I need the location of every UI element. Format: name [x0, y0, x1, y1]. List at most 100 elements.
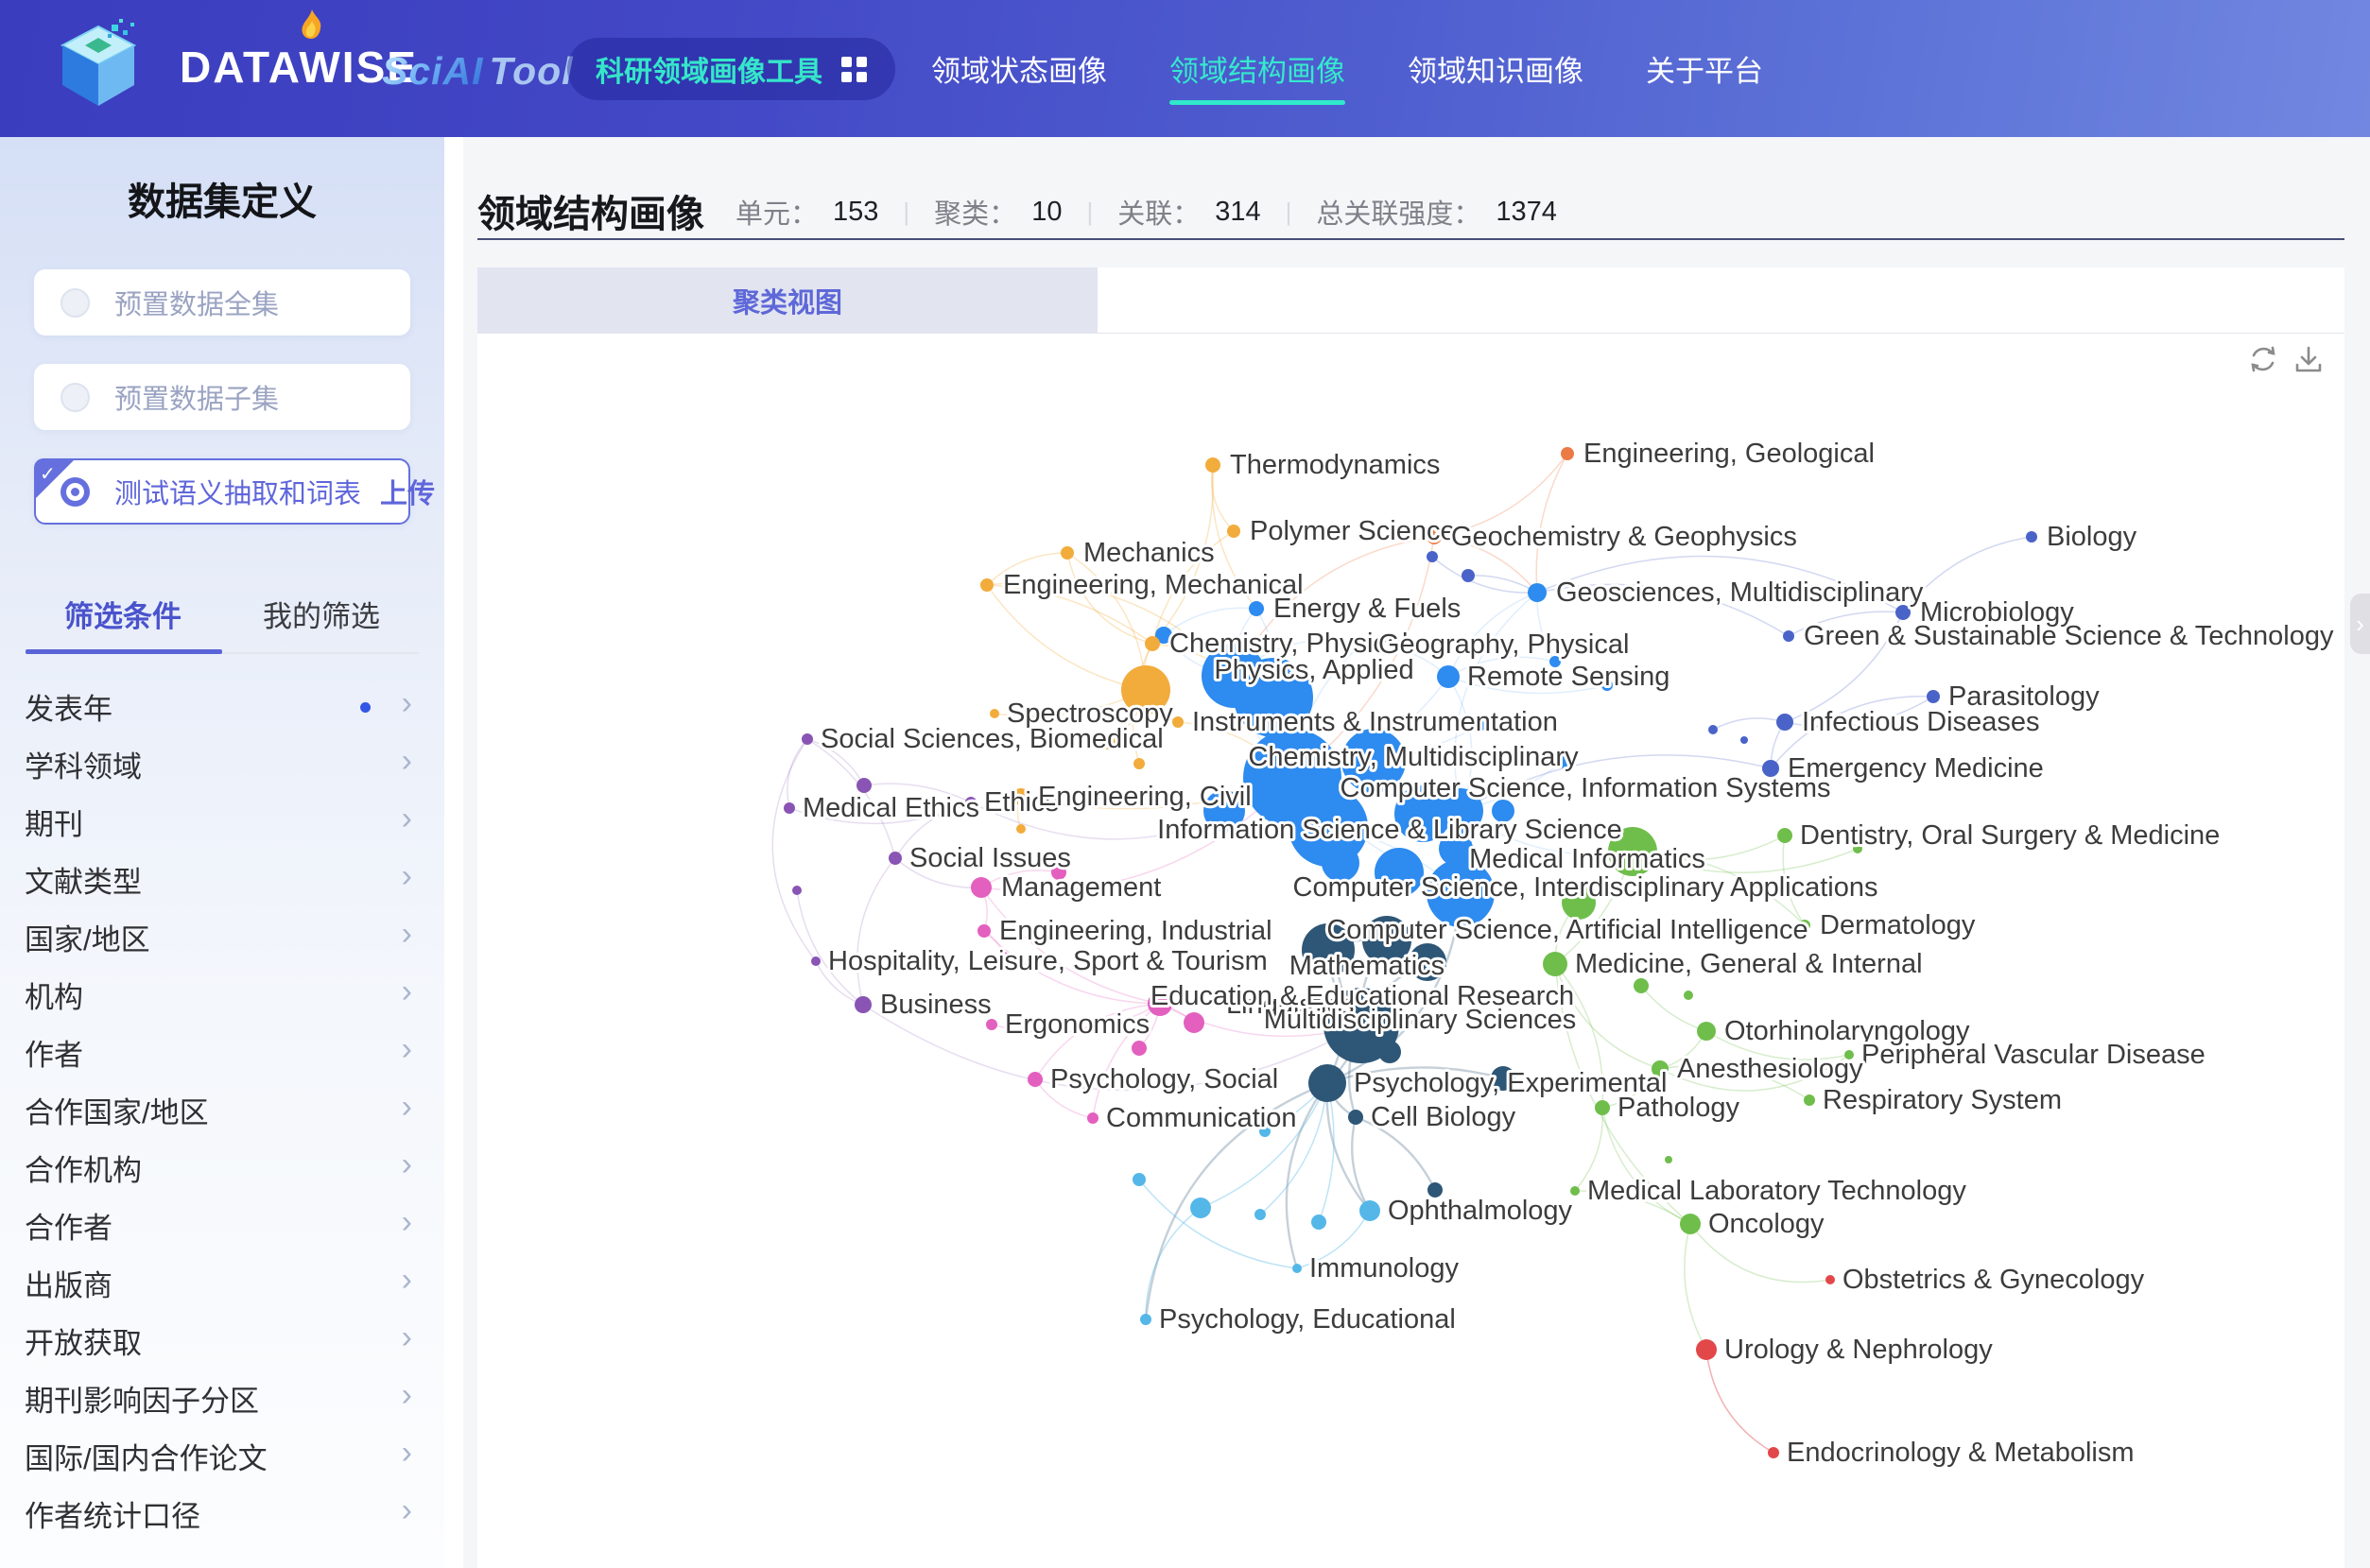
node-onco[interactable]: [1680, 1214, 1701, 1234]
node-ling[interactable]: [1148, 991, 1172, 1016]
download-icon[interactable]: [2292, 344, 2325, 381]
node-csinfo[interactable]: [1438, 788, 1483, 834]
node-business[interactable]: [855, 996, 872, 1013]
node-immuno[interactable]: [1292, 1264, 1302, 1273]
node-unlabeled[interactable]: [1133, 758, 1145, 769]
node-math[interactable]: [1302, 923, 1355, 976]
node-physapp[interactable]: [1202, 644, 1266, 708]
node-unlabeled[interactable]: [1102, 736, 1116, 750]
node-unlabeled[interactable]: [856, 778, 872, 793]
chevron-right-icon[interactable]: ›: [401, 1435, 412, 1471]
node-engmech[interactable]: [980, 578, 994, 592]
refresh-icon[interactable]: [2247, 343, 2279, 380]
node-unlabeled[interactable]: [1462, 569, 1475, 582]
radio-selected-icon[interactable]: [61, 476, 90, 507]
node-comm[interactable]: [1087, 1112, 1099, 1124]
node-polymer[interactable]: [1227, 525, 1240, 538]
sidebar-filter-item-10[interactable]: 出版商 ›: [0, 1254, 444, 1312]
node-infosci[interactable]: [1289, 787, 1368, 867]
node-unlabeled[interactable]: [1341, 729, 1406, 793]
node-unlabeled[interactable]: [1311, 1215, 1326, 1230]
sidebar-filter-item-14[interactable]: 作者统计口径 ›: [0, 1485, 444, 1542]
node-csia[interactable]: [1427, 859, 1495, 927]
sidebar-filter-item-11[interactable]: 开放获取 ›: [0, 1312, 444, 1370]
node-engcivil[interactable]: [1012, 788, 1029, 805]
node-greensust[interactable]: [1783, 630, 1794, 642]
radio-unselected-icon[interactable]: [61, 382, 90, 412]
node-psyexp[interactable]: [1308, 1064, 1346, 1102]
node-unlabeled[interactable]: [792, 886, 802, 895]
sidebar-filter-item-12[interactable]: 期刊影响因子分区 ›: [0, 1370, 444, 1427]
sidebar-filter-item-0[interactable]: 发表年 ›: [0, 678, 444, 735]
node-obstet[interactable]: [1825, 1275, 1835, 1284]
node-geosci[interactable]: [1528, 583, 1547, 602]
node-peripheral[interactable]: [1844, 1050, 1854, 1060]
chevron-right-icon[interactable]: ›: [401, 858, 412, 894]
chevron-right-icon[interactable]: ›: [401, 801, 412, 836]
sidebar-filter-item-6[interactable]: 作者 ›: [0, 1024, 444, 1081]
node-respiratory[interactable]: [1804, 1094, 1815, 1106]
node-unlabeled[interactable]: [1016, 824, 1026, 834]
node-geophys[interactable]: [1353, 636, 1370, 653]
node-microbio[interactable]: [1895, 605, 1911, 620]
chevron-right-icon[interactable]: ›: [401, 1146, 412, 1182]
node-unlabeled[interactable]: [1740, 736, 1748, 744]
node-medlab[interactable]: [1570, 1186, 1580, 1196]
node-spectro[interactable]: [990, 709, 999, 718]
node-unlabeled[interactable]: [1491, 1066, 1515, 1091]
node-mgmt[interactable]: [971, 877, 992, 898]
node-unlabeled[interactable]: [1492, 800, 1514, 822]
node-csai[interactable]: [1362, 916, 1411, 965]
node-chemphys[interactable]: [1145, 636, 1160, 651]
node-infect[interactable]: [1776, 714, 1793, 731]
tab-cluster-view[interactable]: 聚类视图: [477, 267, 1098, 334]
node-hosp[interactable]: [811, 956, 821, 966]
node-endo[interactable]: [1768, 1447, 1779, 1458]
node-unlabeled[interactable]: [1132, 1041, 1147, 1056]
node-psyedu[interactable]: [1140, 1314, 1151, 1325]
chevron-right-icon[interactable]: ›: [401, 974, 412, 1009]
node-medinfo[interactable]: [1608, 827, 1657, 876]
node-unlabeled[interactable]: [1409, 943, 1446, 981]
node-unlabeled[interactable]: [1375, 848, 1424, 897]
node-engind[interactable]: [977, 924, 991, 938]
node-dentistry[interactable]: [1777, 828, 1792, 843]
node-unlabeled[interactable]: [1708, 725, 1718, 734]
chevron-right-icon[interactable]: ›: [401, 1089, 412, 1125]
node-unlabeled[interactable]: [1684, 991, 1693, 1000]
sidebar-filter-item-9[interactable]: 合作者 ›: [0, 1197, 444, 1254]
node-ethics[interactable]: [965, 797, 977, 808]
nav-item-0[interactable]: 领域状态画像: [931, 55, 1107, 88]
node-psysoc[interactable]: [1028, 1072, 1043, 1087]
tool-switcher-button[interactable]: 科研领域画像工具: [567, 38, 895, 100]
node-unlabeled[interactable]: [1601, 680, 1613, 691]
node-derma[interactable]: [1799, 920, 1810, 931]
node-socissues[interactable]: [889, 852, 902, 865]
node-unlabeled[interactable]: [1254, 1209, 1266, 1220]
node-unlabeled[interactable]: [998, 952, 1010, 963]
chevron-right-icon[interactable]: ›: [401, 1377, 412, 1413]
preset-full-dataset-card[interactable]: 预置数据全集: [34, 269, 410, 336]
node-multisci[interactable]: [1323, 988, 1399, 1063]
node-unlabeled[interactable]: [1190, 1198, 1211, 1218]
sidebar-filter-item-3[interactable]: 文献类型 ›: [0, 851, 444, 908]
node-unlabeled[interactable]: [1133, 1173, 1146, 1186]
node-medethics[interactable]: [784, 802, 795, 814]
nav-item-2[interactable]: 领域知识画像: [1408, 55, 1583, 88]
node-unlabeled[interactable]: [1439, 832, 1473, 866]
node-unlabeled[interactable]: [1259, 1126, 1271, 1137]
sidebar-filter-item-2[interactable]: 期刊 ›: [0, 793, 444, 851]
node-geochem[interactable]: [1427, 529, 1442, 544]
tab-my-filters[interactable]: 我的筛选: [263, 600, 380, 633]
chevron-right-icon[interactable]: ›: [401, 1031, 412, 1067]
node-unlabeled[interactable]: [1427, 1182, 1443, 1198]
node-unlabeled[interactable]: [1665, 1156, 1672, 1163]
sidebar-filter-item-7[interactable]: 合作国家/地区 ›: [0, 1081, 444, 1139]
chevron-right-icon[interactable]: ›: [401, 1319, 412, 1355]
node-cellbio[interactable]: [1348, 1110, 1363, 1125]
sidebar-filter-item-8[interactable]: 合作机构 ›: [0, 1139, 444, 1197]
node-ophtha[interactable]: [1359, 1200, 1380, 1221]
sidebar-filter-item-4[interactable]: 国家/地区 ›: [0, 908, 444, 966]
panel-collapse-handle[interactable]: ›: [2350, 594, 2370, 654]
node-energy[interactable]: [1249, 601, 1264, 616]
